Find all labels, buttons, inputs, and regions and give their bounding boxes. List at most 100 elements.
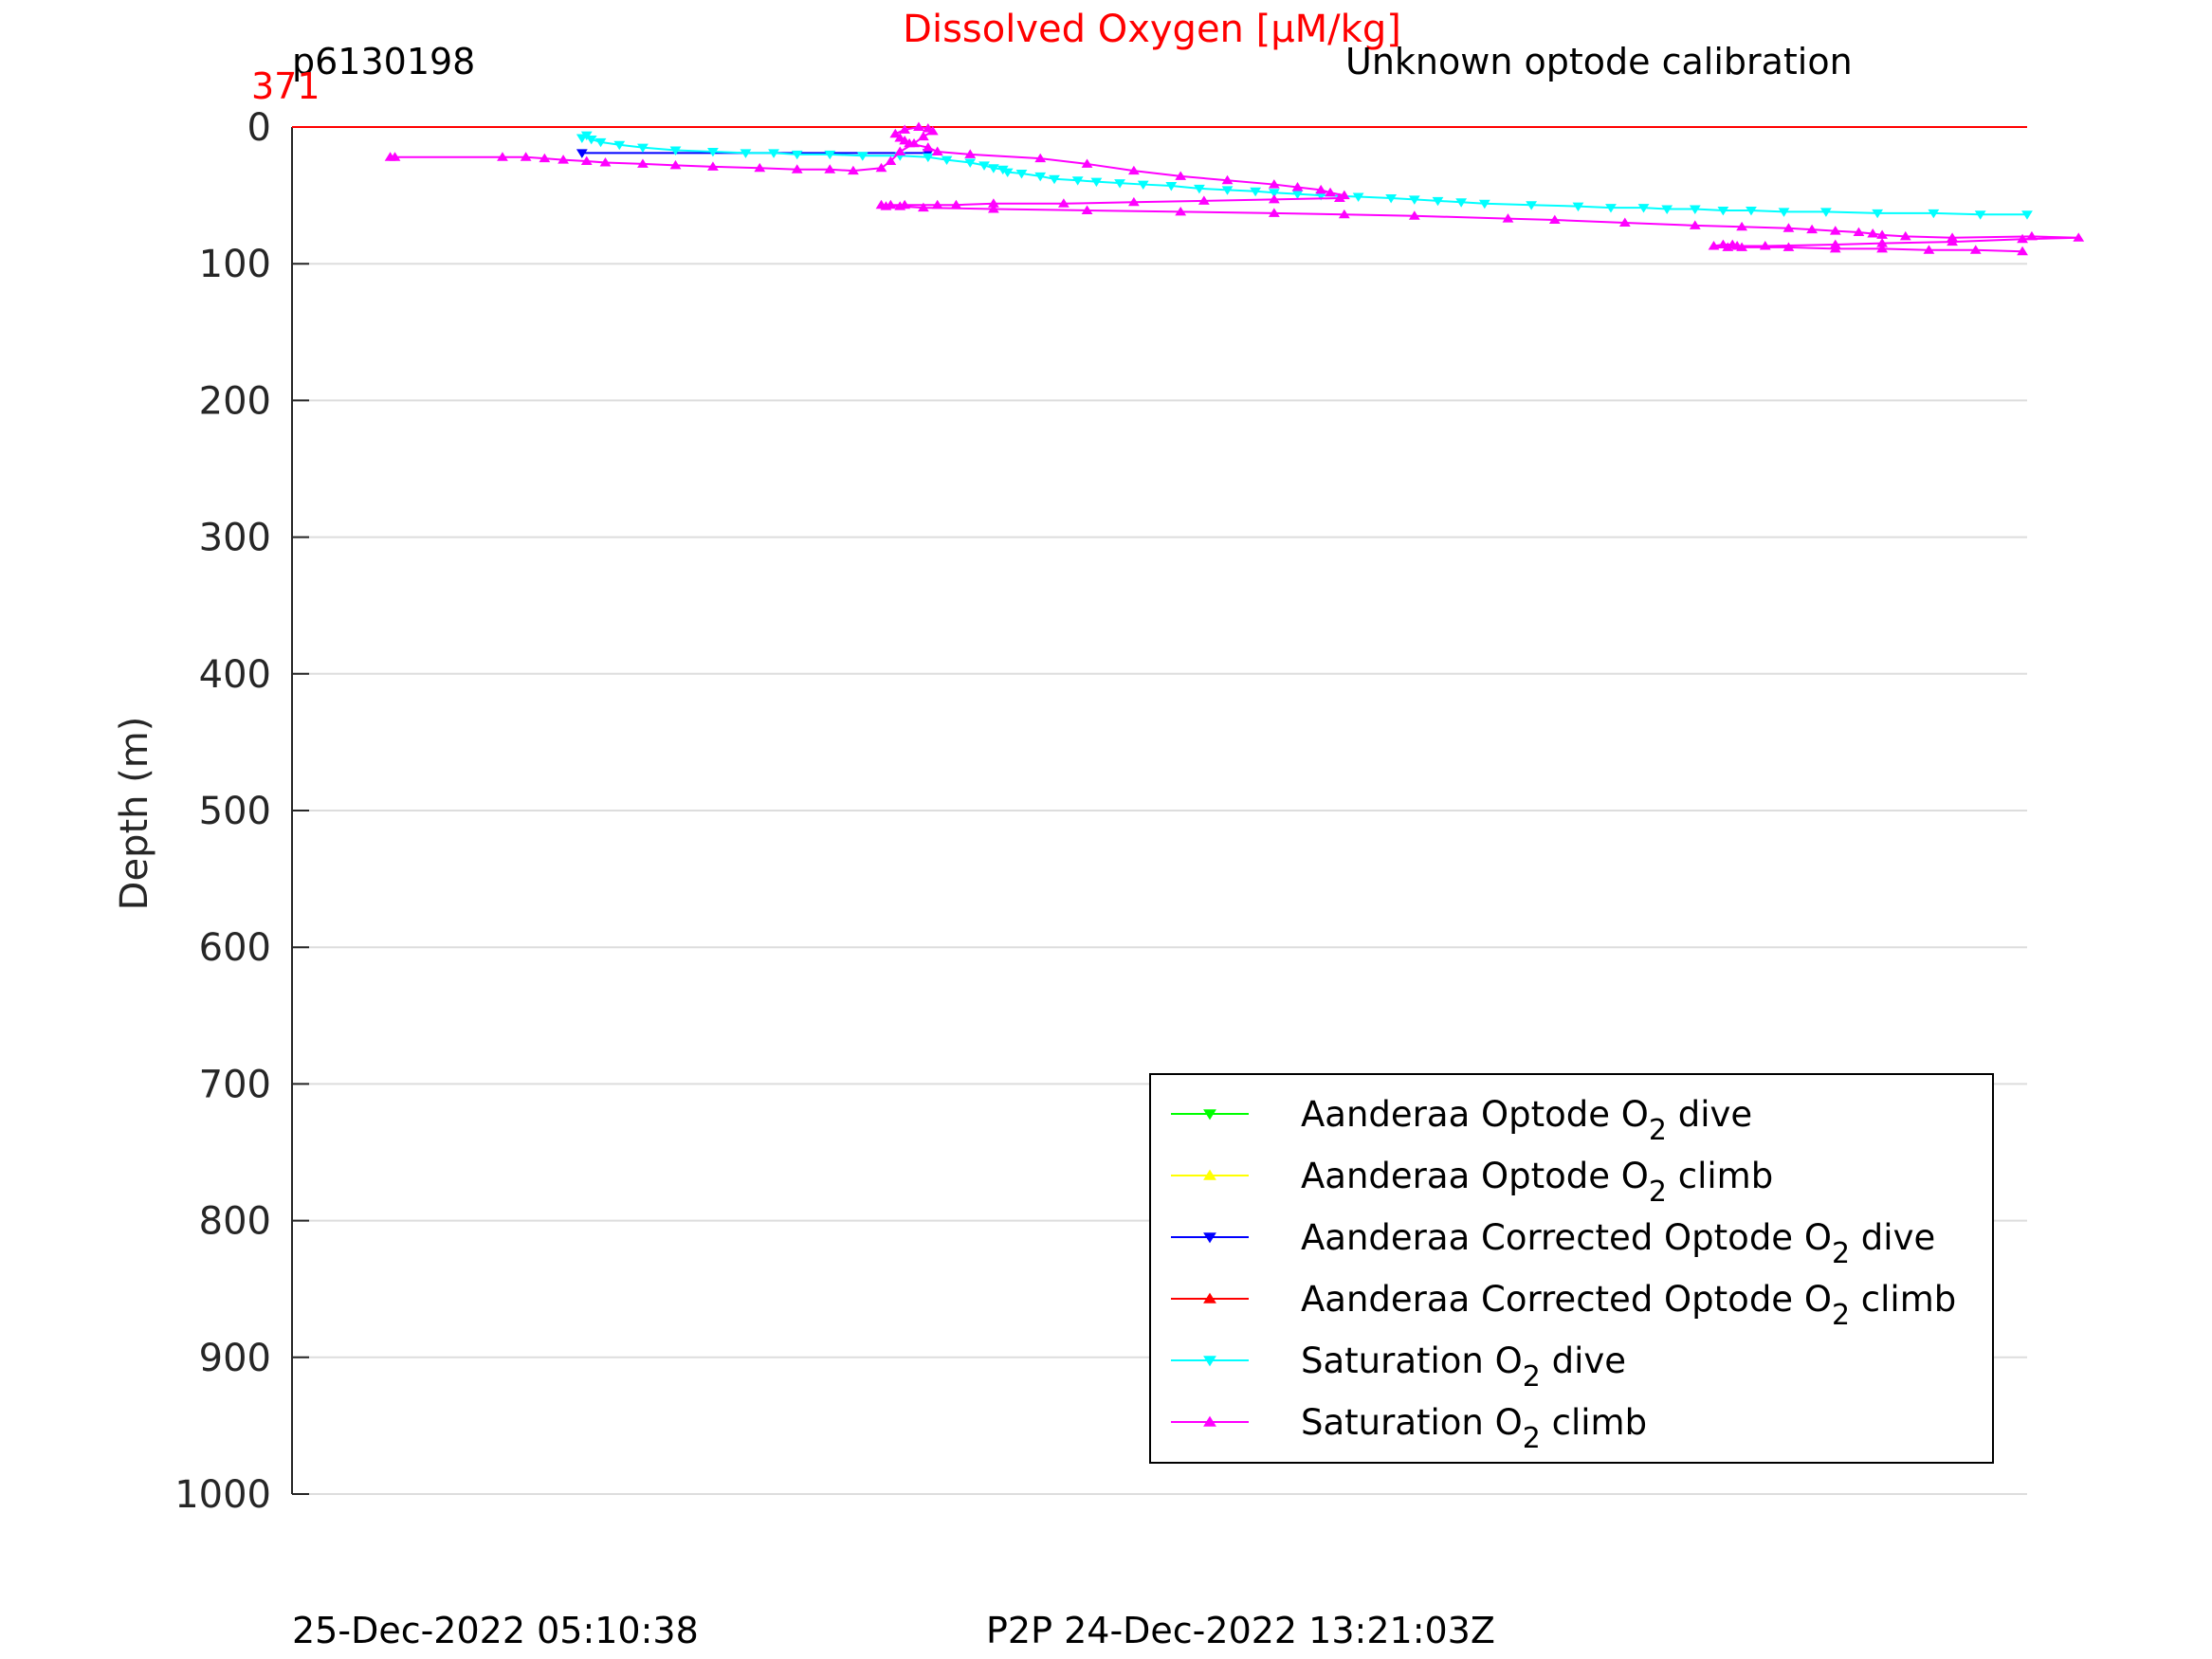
data-point [1268,208,1280,217]
legend-entry: Aanderaa Corrected Optode O2 climb [1171,1279,1956,1332]
data-point [1268,179,1280,189]
data-point [1127,196,1140,207]
data-point [740,149,752,158]
legend: Aanderaa Optode O2 dive Aanderaa Optode O… [1149,1073,1994,1464]
data-point [1974,210,1986,220]
data-point [848,165,859,175]
data-point [1689,205,1701,214]
data-point [1015,170,1028,179]
data-point [1455,198,1468,208]
top-value-label: 371 [251,65,320,107]
legend-swatch-marker [1203,1415,1216,1427]
data-point [599,157,612,167]
data-point [824,164,836,173]
footer-timestamp-left: 25-Dec-2022 05:10:38 [292,1610,699,1651]
legend-swatch-marker [1203,1292,1216,1304]
data-point [1618,217,1631,227]
legend-entry: Aanderaa Optode O2 climb [1171,1156,1773,1209]
data-point [768,149,779,158]
data-point [1385,193,1398,204]
legend-label: Aanderaa Optode O2 dive [1301,1094,1752,1147]
data-point [1114,179,1125,189]
data-point [669,146,682,155]
y-tick-label: 300 [199,517,271,560]
data-point [669,159,682,170]
legend-box [1149,1073,1994,1464]
data-point [1250,187,1262,197]
data-point [931,199,943,210]
data-point [918,131,929,141]
data-point [978,161,990,171]
data-point [1548,214,1561,225]
data-point [1526,201,1538,210]
footer-timestamp-right: P2P 24-Dec-2022 13:21:03Z [986,1610,1495,1651]
data-point [1315,184,1327,194]
data-point [1432,196,1444,207]
data-point [856,152,868,161]
data-point [1782,223,1795,232]
data-point [594,137,607,148]
legend-entry: Saturation O2 dive [1171,1340,1626,1394]
data-point [1127,165,1140,175]
data-point [918,202,929,212]
legend-swatch-marker [1203,1109,1216,1121]
legend-items: Aanderaa Optode O2 dive Aanderaa Optode O… [1171,1094,1956,1455]
data-point [1899,230,1911,241]
data-point [1338,209,1350,219]
data-point [1175,206,1187,216]
data-point [2017,233,2028,244]
data-point [1334,192,1345,202]
data-point [1717,206,1729,216]
calibration-note: Unknown optode calibration [1345,41,1853,82]
data-point [1325,187,1336,197]
data-point [1034,153,1047,163]
y-tick-label: 600 [199,926,271,970]
data-point [1081,158,1093,168]
data-point [1829,226,1841,235]
data-point [950,199,962,210]
data-point [1947,236,1958,246]
y-tick-label: 200 [199,379,271,423]
data-point [1034,172,1047,182]
data-point [1137,180,1149,191]
data-point [1736,221,1748,231]
data-point [1291,182,1304,191]
legend-entry: Saturation O2 climb [1171,1402,1647,1455]
data-point [1819,208,1832,217]
data-point [1478,199,1490,210]
data-point [1637,204,1650,213]
data-point [389,152,401,161]
plot-series [292,121,2085,256]
data-point [1928,209,1940,219]
legend-label: Aanderaa Optode O2 climb [1301,1156,1773,1209]
data-point [558,155,569,164]
data-point [2073,232,2085,242]
data-point [922,153,934,163]
y-tick-label: 1000 [174,1473,271,1517]
y-tick-label: 0 [247,106,271,150]
data-point [987,204,999,213]
legend-swatch-marker [1203,1356,1216,1367]
data-point [1165,182,1178,191]
data-point [613,140,626,151]
data-point [580,155,593,166]
glider-id: p6130198 [292,41,475,82]
data-point [1268,193,1280,204]
data-point [1408,195,1420,205]
data-point [922,142,934,152]
data-point [913,121,924,131]
data-point [1746,206,1757,216]
data-point [637,143,649,154]
data-point [1071,176,1084,186]
data-point [964,158,977,168]
legend-label: Saturation O2 dive [1301,1340,1626,1394]
y-tick-label: 700 [199,1063,271,1106]
data-point [889,128,902,138]
legend-entry: Aanderaa Optode O2 dive [1171,1094,1752,1147]
chart-title: Dissolved Oxygen [μM/kg] [903,8,1401,51]
y-axis-label: Depth (m) [113,717,156,911]
data-point [1605,204,1617,213]
data-point [964,149,977,158]
data-point [1708,241,1720,250]
